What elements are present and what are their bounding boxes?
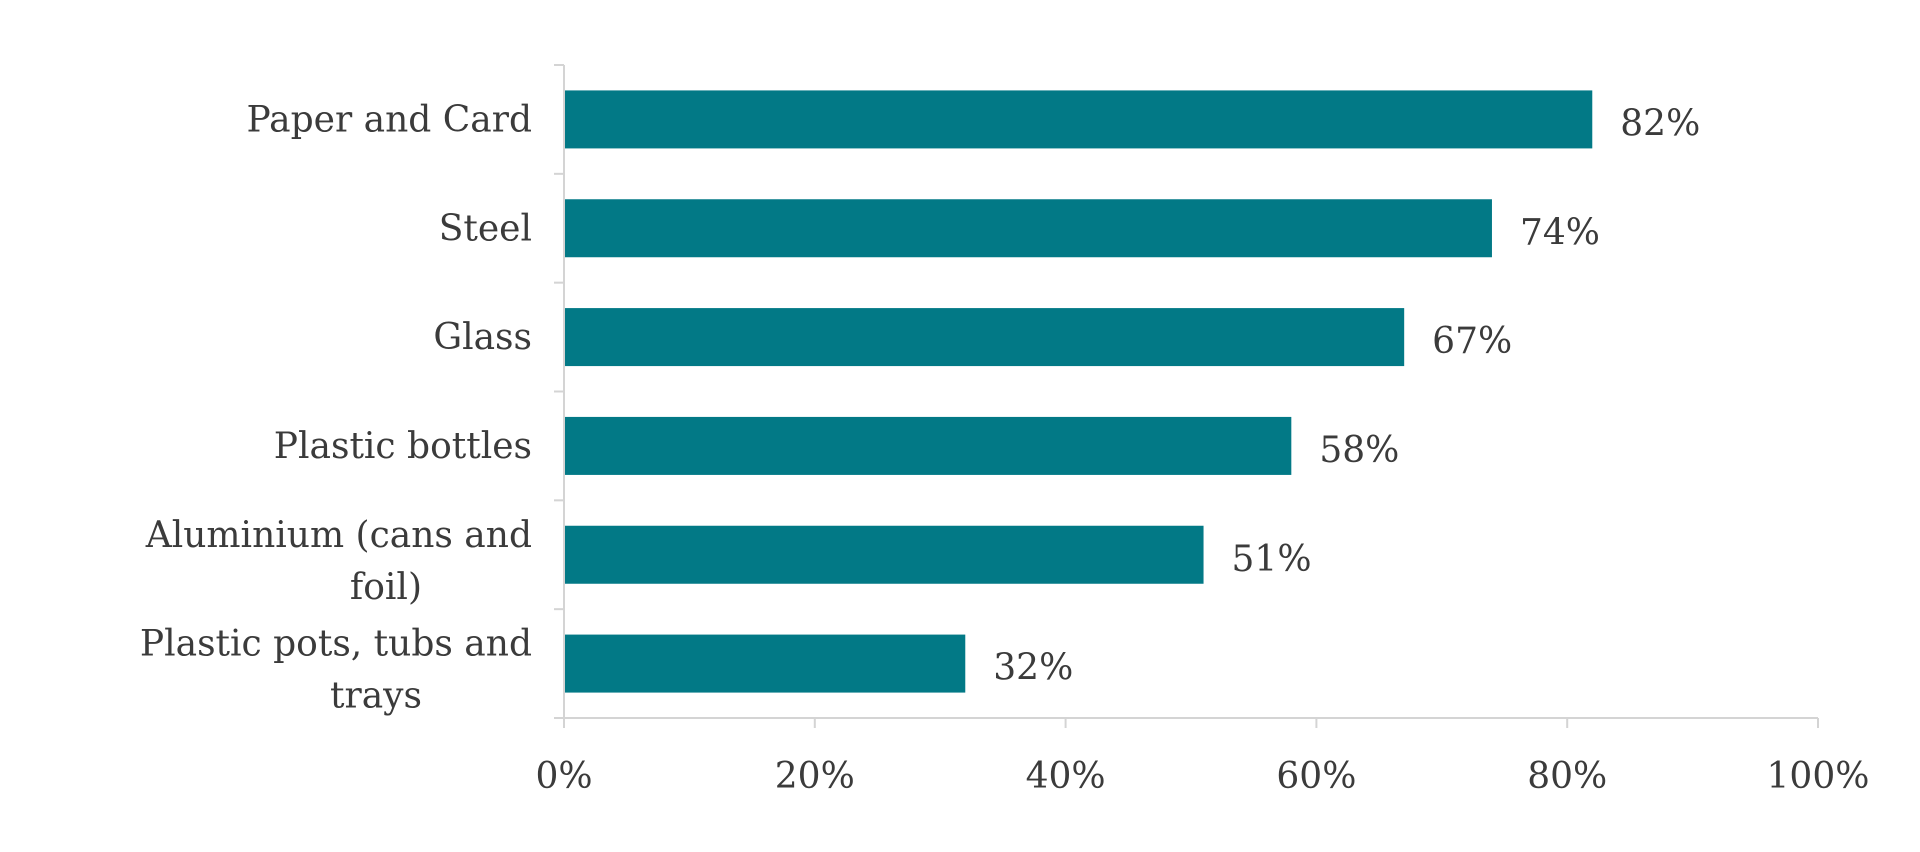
data-label: 51% (1232, 539, 1312, 580)
data-label: 32% (993, 648, 1073, 689)
data-label: 67% (1432, 321, 1512, 362)
x-tick-label: 20% (775, 756, 855, 797)
data-labels: 82% 74% 67% 58% 51% 32% (993, 103, 1700, 688)
x-tick-label: 0% (535, 756, 592, 797)
axes (554, 64, 1819, 728)
category-labels: Paper and Card Steel Glass Plastic bottles A… (140, 99, 532, 716)
data-label: 58% (1319, 430, 1399, 471)
bars-group (565, 90, 1593, 693)
bar (565, 90, 1593, 149)
x-tick-label: 100% (1767, 756, 1870, 797)
x-axis-tick-labels: 0% 20% 40% 60% 80% 100% (535, 756, 1869, 797)
x-tick-label: 60% (1276, 756, 1356, 797)
category-label: Glass (433, 317, 532, 358)
bar (565, 525, 1204, 584)
category-label: Plastic pots, tubs and trays (140, 624, 532, 717)
x-tick-label: 40% (1026, 756, 1106, 797)
category-label: Aluminium (cans and foil) (145, 515, 532, 608)
category-label: Steel (439, 208, 532, 249)
category-label: Paper and Card (247, 99, 532, 140)
data-label: 74% (1520, 212, 1600, 253)
bar (565, 308, 1405, 367)
data-label: 82% (1620, 103, 1700, 144)
bar (565, 634, 966, 693)
category-label: Plastic bottles (274, 426, 532, 467)
x-tick-label: 80% (1527, 756, 1607, 797)
bar (565, 416, 1292, 475)
bar (565, 199, 1492, 258)
